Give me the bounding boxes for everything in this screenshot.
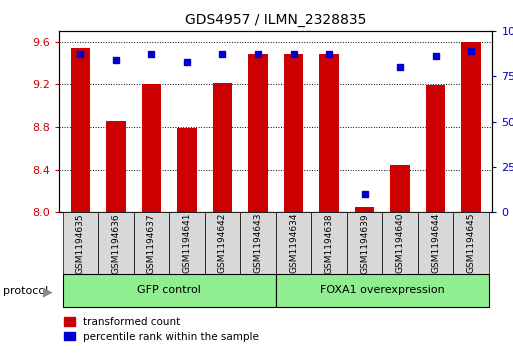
Text: GFP control: GFP control [137,285,201,295]
Text: GSM1194643: GSM1194643 [253,213,263,273]
Bar [71,48,90,212]
Bar [382,212,418,274]
Text: GSM1194635: GSM1194635 [76,213,85,274]
Bar [98,212,133,274]
Text: FOXA1 overexpression: FOXA1 overexpression [320,285,445,295]
Bar [177,128,196,212]
Text: ▶: ▶ [43,285,52,298]
Text: GSM1194636: GSM1194636 [111,213,121,274]
Bar [213,83,232,212]
Text: GSM1194642: GSM1194642 [218,213,227,273]
Bar [63,212,98,274]
Bar [453,212,489,274]
Text: GSM1194638: GSM1194638 [325,213,333,274]
Bar [311,212,347,274]
Bar [418,212,453,274]
Bar [169,212,205,274]
Bar [319,54,339,212]
Text: GSM1194639: GSM1194639 [360,213,369,274]
Bar [390,166,410,212]
Text: GSM1194634: GSM1194634 [289,213,298,273]
Text: GSM1194644: GSM1194644 [431,213,440,273]
Title: GDS4957 / ILMN_2328835: GDS4957 / ILMN_2328835 [185,13,366,27]
Bar [276,274,489,307]
Bar [426,85,445,212]
Bar [347,212,382,274]
Bar [142,84,161,212]
Text: GSM1194640: GSM1194640 [396,213,405,273]
Bar [205,212,240,274]
Text: GSM1194641: GSM1194641 [183,213,191,273]
Bar [63,274,276,307]
Bar [276,212,311,274]
Bar [106,121,126,212]
Bar [133,212,169,274]
Text: protocol: protocol [3,286,48,297]
Bar [355,207,374,212]
Text: GSM1194645: GSM1194645 [467,213,476,273]
Bar [461,41,481,212]
Legend: transformed count, percentile rank within the sample: transformed count, percentile rank withi… [64,317,259,342]
Bar [248,54,268,212]
Text: GSM1194637: GSM1194637 [147,213,156,274]
Bar [240,212,276,274]
Bar [284,54,303,212]
